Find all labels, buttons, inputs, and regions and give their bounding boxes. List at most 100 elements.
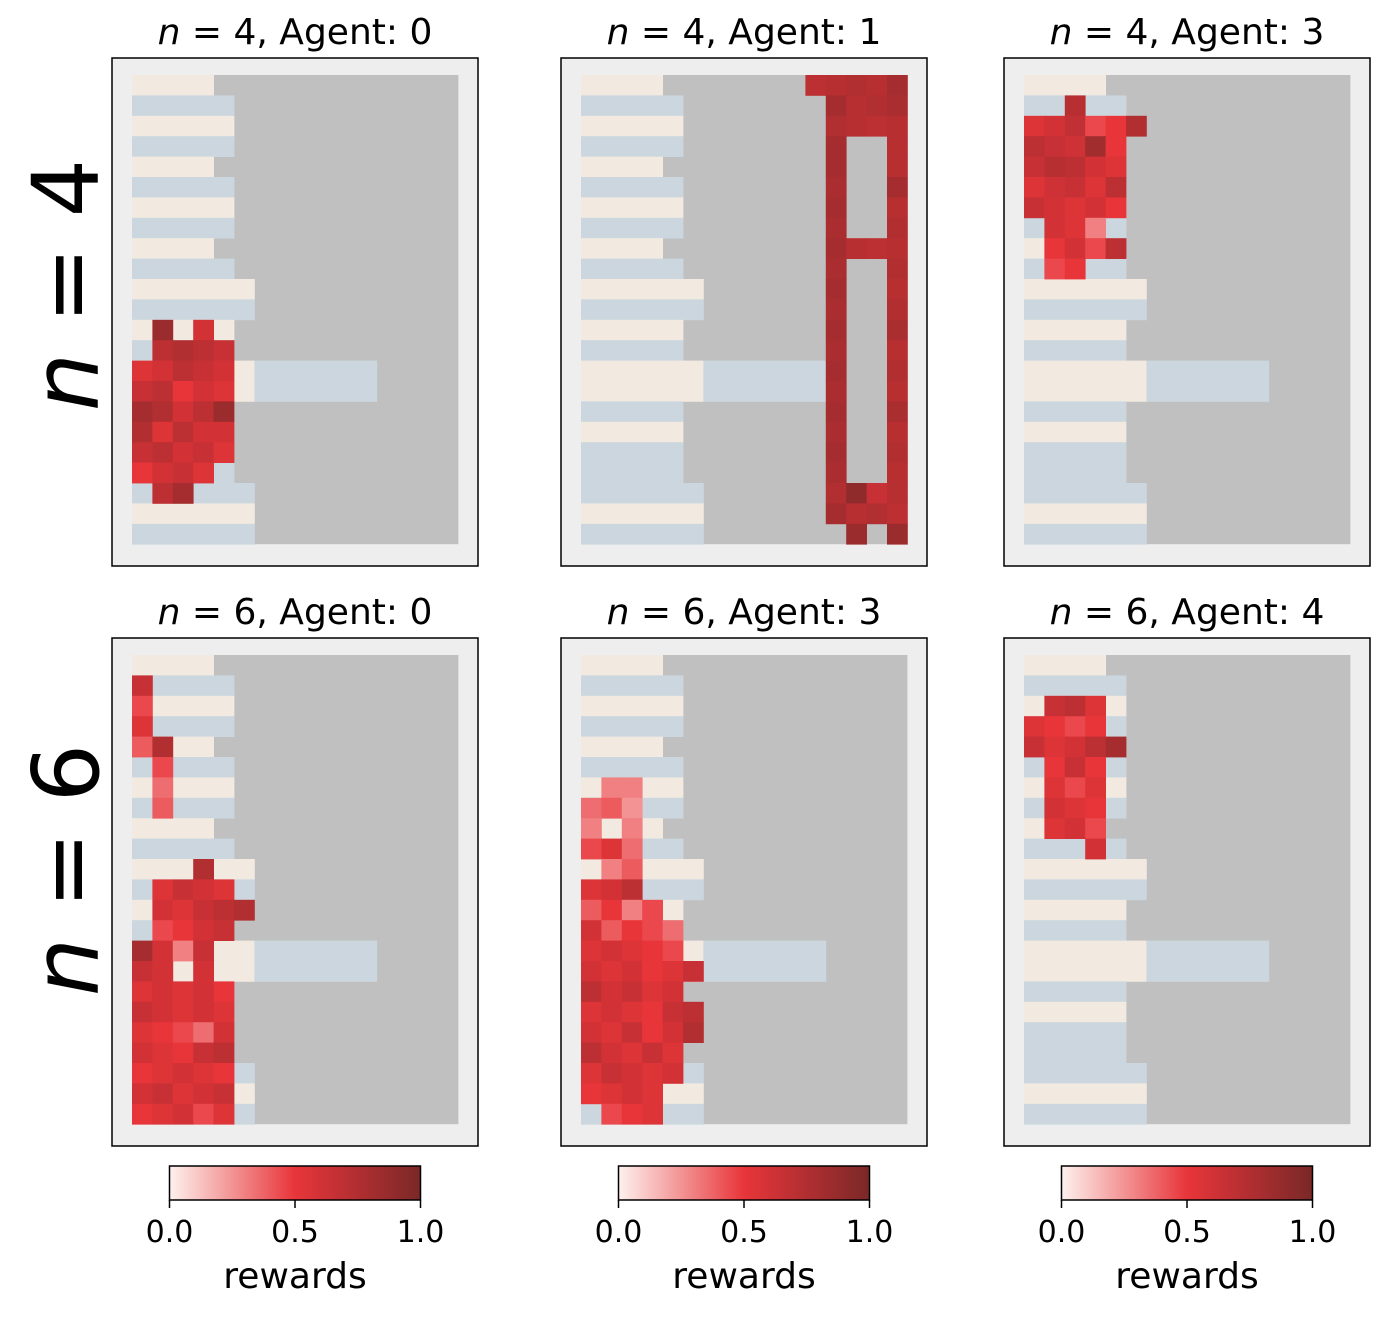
reward-cell: [172, 381, 194, 402]
reward-cell: [642, 1042, 663, 1064]
reward-cell: [846, 95, 867, 117]
reward-cell: [172, 1001, 194, 1023]
reward-cell: [825, 75, 847, 96]
reward-cell: [213, 421, 235, 443]
corridor-stripe-blue: [254, 940, 378, 962]
reward-cell: [1064, 95, 1086, 117]
reward-cell: [1105, 736, 1127, 758]
reward-cell: [152, 961, 174, 982]
reward-cell: [846, 483, 867, 504]
reward-cell: [1044, 695, 1066, 717]
corridor-stripe-blue: [581, 523, 704, 545]
corridor-stripe-blue: [1146, 961, 1270, 982]
reward-cell: [825, 299, 847, 321]
reward-cell: [132, 401, 153, 423]
corridor-stripe-light: [132, 279, 255, 300]
reward-cell: [193, 1103, 214, 1125]
reward-cell: [581, 940, 602, 962]
corridor-stripe-blue: [132, 675, 235, 697]
reward-cell: [887, 442, 908, 463]
corridor-stripe-light: [1024, 279, 1147, 300]
corridor-stripe-blue: [1024, 1022, 1127, 1043]
reward-cell: [132, 1103, 153, 1125]
reward-cell: [601, 879, 623, 901]
reward-cell: [152, 757, 174, 778]
reward-cell: [825, 197, 847, 219]
panel-title: n = 6, Agent: 4: [1050, 592, 1325, 633]
reward-cell: [887, 421, 908, 443]
reward-cell: [152, 777, 174, 799]
reward-cell: [887, 136, 908, 157]
reward-cell: [887, 279, 908, 300]
reward-cell: [1044, 797, 1066, 819]
reward-cell: [132, 1042, 153, 1064]
reward-cell: [172, 401, 194, 423]
corridor-stripe-light: [581, 695, 684, 717]
corridor-stripe-light: [581, 421, 684, 443]
corridor-stripe-blue: [703, 961, 827, 982]
reward-cell: [193, 1083, 214, 1105]
reward-cell: [1064, 217, 1086, 239]
corridor-stripe-light: [1024, 75, 1106, 96]
reward-cell: [213, 981, 235, 1003]
reward-cell: [581, 1063, 602, 1084]
reward-cell: [132, 675, 153, 697]
reward-cell: [825, 340, 847, 361]
reward-cell: [1044, 238, 1066, 259]
corridor-stripe-blue: [581, 177, 684, 198]
colorbar-tick-label: 0.0: [595, 1215, 643, 1250]
reward-cell: [152, 899, 174, 921]
reward-cell: [213, 899, 235, 921]
reward-cell: [1024, 197, 1045, 219]
reward-cell: [581, 961, 602, 982]
reward-cell: [581, 797, 602, 819]
reward-cell: [1024, 156, 1045, 178]
corridor-stripe-light: [132, 503, 255, 525]
reward-cell: [1024, 115, 1045, 137]
reward-cell: [1044, 258, 1066, 280]
reward-cell: [662, 981, 684, 1003]
corridor-stripe-light: [1024, 1083, 1147, 1105]
reward-cell: [1064, 156, 1086, 178]
reward-cell: [825, 360, 847, 382]
colorbar-tick-label: 0.5: [1163, 1215, 1211, 1250]
reward-cell: [132, 1083, 153, 1105]
reward-cell: [887, 360, 908, 382]
reward-cell: [193, 879, 214, 901]
reward-cell: [1085, 757, 1106, 778]
reward-cell: [152, 442, 174, 463]
reward-cell: [152, 421, 174, 443]
corridor-stripe-blue: [132, 258, 235, 280]
reward-cell: [1024, 716, 1045, 737]
reward-cell: [866, 483, 888, 504]
reward-cell: [152, 981, 174, 1003]
reward-cell: [193, 961, 214, 982]
reward-cell: [213, 360, 235, 382]
reward-cell: [887, 299, 908, 321]
reward-cell: [887, 238, 908, 259]
panel-title-text: = 6, Agent: 4: [1072, 592, 1324, 633]
reward-cell: [1064, 695, 1086, 717]
reward-cell: [234, 899, 255, 921]
reward-cell: [621, 899, 643, 921]
reward-cell: [152, 920, 174, 941]
reward-cell: [601, 859, 623, 880]
corridor-stripe-blue: [1024, 1103, 1147, 1125]
reward-cell: [152, 1063, 174, 1084]
corridor-stripe-light: [132, 818, 214, 839]
reward-cell: [132, 462, 153, 484]
reward-cell: [887, 95, 908, 117]
panel-title-n: n: [158, 592, 181, 633]
panel-title: n = 4, Agent: 1: [607, 12, 882, 53]
reward-cell: [172, 360, 194, 382]
corridor-stripe-blue: [132, 217, 235, 239]
reward-cell: [1064, 177, 1086, 198]
reward-cell: [805, 75, 827, 96]
row-label-n6: n = 6: [13, 744, 120, 996]
panel-2: n = 4, Agent: 3: [1003, 12, 1371, 567]
reward-cell: [1105, 115, 1127, 137]
reward-cell: [1044, 115, 1066, 137]
reward-cell: [825, 95, 847, 117]
reward-cell: [152, 360, 174, 382]
reward-cell: [1085, 136, 1106, 157]
